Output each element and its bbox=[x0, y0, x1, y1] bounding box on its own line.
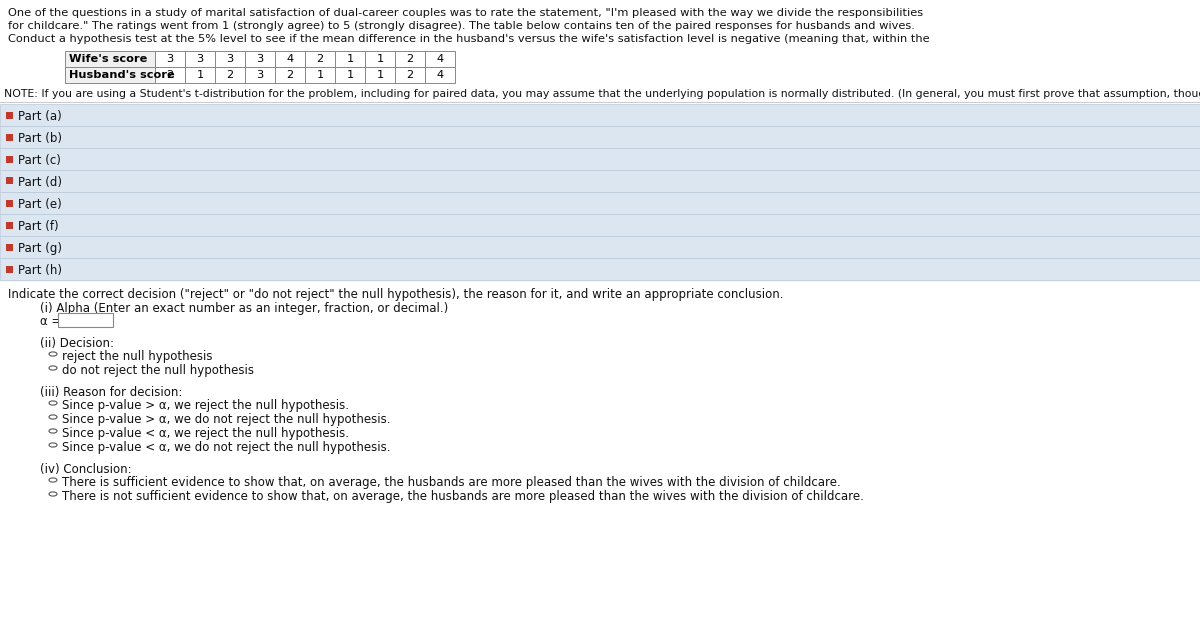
Text: Part (c): Part (c) bbox=[18, 154, 61, 167]
Text: Part (h): Part (h) bbox=[18, 264, 62, 277]
Text: 1: 1 bbox=[317, 70, 324, 80]
Text: There is not sufficient evidence to show that, on average, the husbands are more: There is not sufficient evidence to show… bbox=[62, 490, 864, 503]
Text: 2: 2 bbox=[407, 54, 414, 64]
Circle shape bbox=[49, 443, 58, 447]
Bar bbox=[275, 67, 305, 83]
Text: 4: 4 bbox=[287, 54, 294, 64]
Bar bbox=[0, 104, 1200, 126]
Circle shape bbox=[49, 492, 58, 496]
Bar bbox=[305, 51, 335, 67]
Bar bbox=[0, 170, 1200, 192]
Bar bbox=[425, 67, 455, 83]
Bar bbox=[365, 67, 395, 83]
Text: Indicate the correct decision ("reject" or "do not reject" the null hypothesis),: Indicate the correct decision ("reject" … bbox=[8, 288, 784, 301]
Bar bbox=[155, 67, 185, 83]
Bar bbox=[335, 67, 365, 83]
Text: Since p-value < α, we do not reject the null hypothesis.: Since p-value < α, we do not reject the … bbox=[62, 441, 390, 454]
Text: Husband's score: Husband's score bbox=[70, 70, 175, 80]
Text: for childcare." The ratings went from 1 (strongly agree) to 5 (strongly disagree: for childcare." The ratings went from 1 … bbox=[8, 21, 914, 31]
Text: Since p-value > α, we do not reject the null hypothesis.: Since p-value > α, we do not reject the … bbox=[62, 413, 390, 426]
Text: Wife's score: Wife's score bbox=[70, 54, 148, 64]
Circle shape bbox=[49, 401, 58, 405]
Text: There is sufficient evidence to show that, on average, the husbands are more ple: There is sufficient evidence to show tha… bbox=[62, 476, 841, 489]
Text: 1: 1 bbox=[377, 70, 384, 80]
Bar bbox=[0, 148, 1200, 170]
Circle shape bbox=[49, 366, 58, 370]
FancyBboxPatch shape bbox=[0, 0, 1200, 270]
Circle shape bbox=[49, 352, 58, 356]
Bar bbox=[6, 155, 13, 162]
FancyBboxPatch shape bbox=[0, 282, 1200, 624]
Bar bbox=[65, 67, 155, 83]
Text: reject the null hypothesis: reject the null hypothesis bbox=[62, 350, 212, 363]
Bar bbox=[6, 134, 13, 140]
Bar bbox=[185, 51, 215, 67]
Text: 2: 2 bbox=[227, 70, 234, 80]
Text: NOTE: If you are using a Student's t-distribution for the problem, including for: NOTE: If you are using a Student's t-dis… bbox=[4, 89, 1200, 99]
Text: Since p-value > α, we reject the null hypothesis.: Since p-value > α, we reject the null hy… bbox=[62, 399, 349, 412]
Text: Conduct a hypothesis test at the 5% level to see if the mean difference in the h: Conduct a hypothesis test at the 5% leve… bbox=[8, 34, 930, 44]
Bar bbox=[58, 313, 113, 327]
Bar bbox=[245, 51, 275, 67]
Bar bbox=[305, 67, 335, 83]
Text: do not reject the null hypothesis: do not reject the null hypothesis bbox=[62, 364, 254, 377]
Bar bbox=[155, 51, 185, 67]
Bar bbox=[6, 200, 13, 207]
Circle shape bbox=[49, 415, 58, 419]
Bar bbox=[65, 51, 155, 67]
Bar bbox=[215, 67, 245, 83]
Bar bbox=[425, 51, 455, 67]
Circle shape bbox=[49, 478, 58, 482]
Bar bbox=[6, 265, 13, 273]
Text: 3: 3 bbox=[257, 54, 264, 64]
Text: 2: 2 bbox=[317, 54, 324, 64]
Text: Part (g): Part (g) bbox=[18, 242, 62, 255]
Bar bbox=[6, 222, 13, 228]
Bar bbox=[395, 51, 425, 67]
Bar bbox=[245, 67, 275, 83]
Text: Part (e): Part (e) bbox=[18, 198, 61, 211]
Bar bbox=[185, 67, 215, 83]
Bar bbox=[0, 192, 1200, 214]
Text: Part (d): Part (d) bbox=[18, 176, 62, 189]
Text: 1: 1 bbox=[197, 70, 204, 80]
Text: 3: 3 bbox=[227, 54, 234, 64]
Text: 1: 1 bbox=[347, 70, 354, 80]
Text: Since p-value < α, we reject the null hypothesis.: Since p-value < α, we reject the null hy… bbox=[62, 427, 349, 440]
Text: One of the questions in a study of marital satisfaction of dual-career couples w: One of the questions in a study of marit… bbox=[8, 8, 923, 18]
Text: Part (b): Part (b) bbox=[18, 132, 62, 145]
Text: 3: 3 bbox=[167, 54, 174, 64]
Bar bbox=[0, 236, 1200, 258]
Text: 2: 2 bbox=[167, 70, 174, 80]
Text: 1: 1 bbox=[347, 54, 354, 64]
Circle shape bbox=[49, 429, 58, 433]
Text: Part (f): Part (f) bbox=[18, 220, 59, 233]
Bar bbox=[6, 177, 13, 185]
Text: (ii) Decision:: (ii) Decision: bbox=[40, 337, 114, 350]
Text: 3: 3 bbox=[257, 70, 264, 80]
Text: (iii) Reason for decision:: (iii) Reason for decision: bbox=[40, 386, 182, 399]
Text: 3: 3 bbox=[197, 54, 204, 64]
Text: 1: 1 bbox=[377, 54, 384, 64]
Bar bbox=[0, 214, 1200, 236]
Text: Part (a): Part (a) bbox=[18, 110, 61, 123]
Text: α =: α = bbox=[40, 315, 61, 328]
Text: 4: 4 bbox=[437, 54, 444, 64]
Bar bbox=[0, 126, 1200, 148]
Text: 2: 2 bbox=[407, 70, 414, 80]
Text: 2: 2 bbox=[287, 70, 294, 80]
Bar bbox=[0, 258, 1200, 280]
Bar bbox=[6, 112, 13, 119]
Bar bbox=[215, 51, 245, 67]
Bar bbox=[335, 51, 365, 67]
Text: (i) Alpha (Enter an exact number as an integer, fraction, or decimal.): (i) Alpha (Enter an exact number as an i… bbox=[40, 302, 449, 315]
Text: 4: 4 bbox=[437, 70, 444, 80]
Text: (iv) Conclusion:: (iv) Conclusion: bbox=[40, 463, 132, 476]
Bar bbox=[6, 243, 13, 250]
Bar bbox=[395, 67, 425, 83]
Bar bbox=[365, 51, 395, 67]
Bar bbox=[275, 51, 305, 67]
